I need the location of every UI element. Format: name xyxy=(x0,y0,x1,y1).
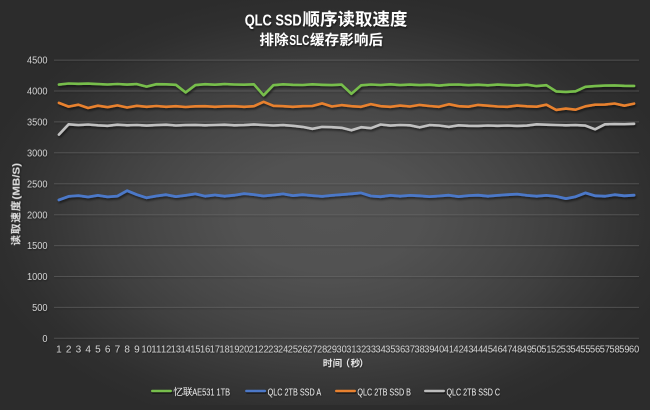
svg-text:47: 47 xyxy=(502,345,513,356)
svg-text:(MB/S): (MB/S) xyxy=(12,163,23,200)
svg-text:51: 51 xyxy=(541,345,552,356)
svg-text:1: 1 xyxy=(56,345,62,356)
svg-text:18: 18 xyxy=(220,345,231,356)
svg-text:1500: 1500 xyxy=(27,241,48,252)
svg-text:10: 10 xyxy=(142,345,153,356)
svg-text:58: 58 xyxy=(610,345,621,356)
svg-text:37: 37 xyxy=(405,345,416,356)
svg-text:24: 24 xyxy=(278,345,289,356)
svg-text:35: 35 xyxy=(385,345,396,356)
svg-text:59: 59 xyxy=(619,345,630,356)
svg-text:16: 16 xyxy=(200,345,211,356)
svg-text:53: 53 xyxy=(561,345,572,356)
svg-text:3000: 3000 xyxy=(27,148,48,159)
svg-text:500: 500 xyxy=(32,303,48,314)
svg-text:25: 25 xyxy=(288,345,299,356)
svg-text:SLC: SLC xyxy=(289,33,309,49)
svg-text:0: 0 xyxy=(42,334,48,345)
svg-text:55: 55 xyxy=(580,345,591,356)
svg-text:3: 3 xyxy=(76,345,82,356)
svg-text:20: 20 xyxy=(239,345,250,356)
svg-text:12: 12 xyxy=(161,345,172,356)
svg-text:50: 50 xyxy=(532,345,543,356)
svg-text:32: 32 xyxy=(356,345,367,356)
svg-text:QLC 2TB SSD A: QLC 2TB SSD A xyxy=(268,387,322,398)
svg-text:QLC 2TB SSD B: QLC 2TB SSD B xyxy=(357,387,411,398)
svg-text:6: 6 xyxy=(105,345,111,356)
svg-text:21: 21 xyxy=(249,345,260,356)
svg-text:1000: 1000 xyxy=(27,272,48,283)
svg-text:33: 33 xyxy=(366,345,377,356)
svg-text:38: 38 xyxy=(415,345,426,356)
svg-text:2500: 2500 xyxy=(27,179,48,190)
svg-text:41: 41 xyxy=(444,345,455,356)
svg-text:19: 19 xyxy=(229,345,240,356)
svg-text:7: 7 xyxy=(115,345,121,356)
svg-text:56: 56 xyxy=(590,345,601,356)
svg-text:15: 15 xyxy=(190,345,201,356)
svg-text:52: 52 xyxy=(551,345,562,356)
svg-text:30: 30 xyxy=(337,345,348,356)
svg-text:48: 48 xyxy=(512,345,523,356)
svg-text:11: 11 xyxy=(151,345,162,356)
svg-text:44: 44 xyxy=(473,345,484,356)
svg-text:23: 23 xyxy=(268,345,279,356)
svg-text:22: 22 xyxy=(259,345,270,356)
svg-text:57: 57 xyxy=(600,345,611,356)
svg-text:4000: 4000 xyxy=(27,87,48,98)
svg-text:54: 54 xyxy=(571,345,582,356)
svg-text:28: 28 xyxy=(317,345,328,356)
svg-text:40: 40 xyxy=(434,345,445,356)
svg-text:34: 34 xyxy=(376,345,387,356)
svg-text:4500: 4500 xyxy=(27,56,48,67)
svg-text:13: 13 xyxy=(171,345,182,356)
svg-text:5: 5 xyxy=(95,345,101,356)
svg-text:29: 29 xyxy=(327,345,338,356)
svg-text:31: 31 xyxy=(346,345,357,356)
svg-text:3500: 3500 xyxy=(27,118,48,129)
svg-text:2000: 2000 xyxy=(27,210,48,221)
svg-text:43: 43 xyxy=(463,345,474,356)
svg-text:46: 46 xyxy=(493,345,504,356)
svg-text:26: 26 xyxy=(298,345,309,356)
svg-text:QLC SSD: QLC SSD xyxy=(245,12,302,29)
svg-text:45: 45 xyxy=(483,345,494,356)
svg-text:2: 2 xyxy=(66,345,72,356)
svg-text:42: 42 xyxy=(454,345,465,356)
svg-text:17: 17 xyxy=(210,345,221,356)
svg-text:9: 9 xyxy=(134,345,140,356)
svg-text:60: 60 xyxy=(629,345,640,356)
svg-text:27: 27 xyxy=(307,345,318,356)
svg-text:36: 36 xyxy=(395,345,406,356)
svg-text:39: 39 xyxy=(424,345,435,356)
svg-text:QLC 2TB SSD C: QLC 2TB SSD C xyxy=(447,387,501,398)
svg-text:8: 8 xyxy=(124,345,130,356)
svg-text:AE531 1TB: AE531 1TB xyxy=(192,387,230,398)
svg-text:49: 49 xyxy=(522,345,533,356)
svg-text:4: 4 xyxy=(85,345,91,356)
svg-text:14: 14 xyxy=(181,345,192,356)
